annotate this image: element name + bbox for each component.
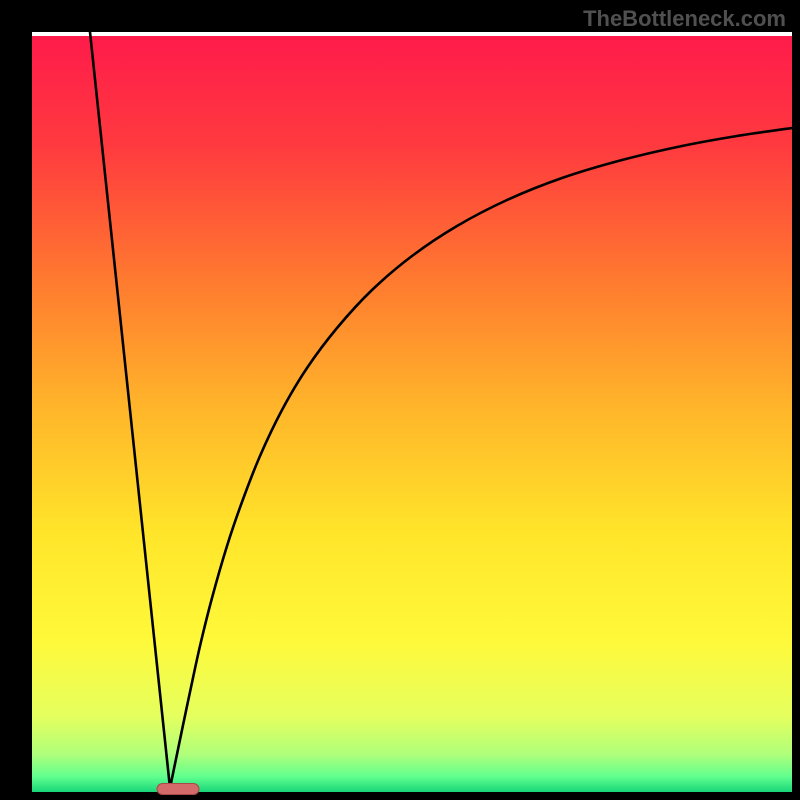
top-strip <box>32 32 792 36</box>
bottleneck-chart <box>0 0 800 800</box>
chart-container: TheBottleneck.com <box>0 0 800 800</box>
optimal-marker <box>157 784 199 795</box>
watermark-text: TheBottleneck.com <box>583 6 786 32</box>
